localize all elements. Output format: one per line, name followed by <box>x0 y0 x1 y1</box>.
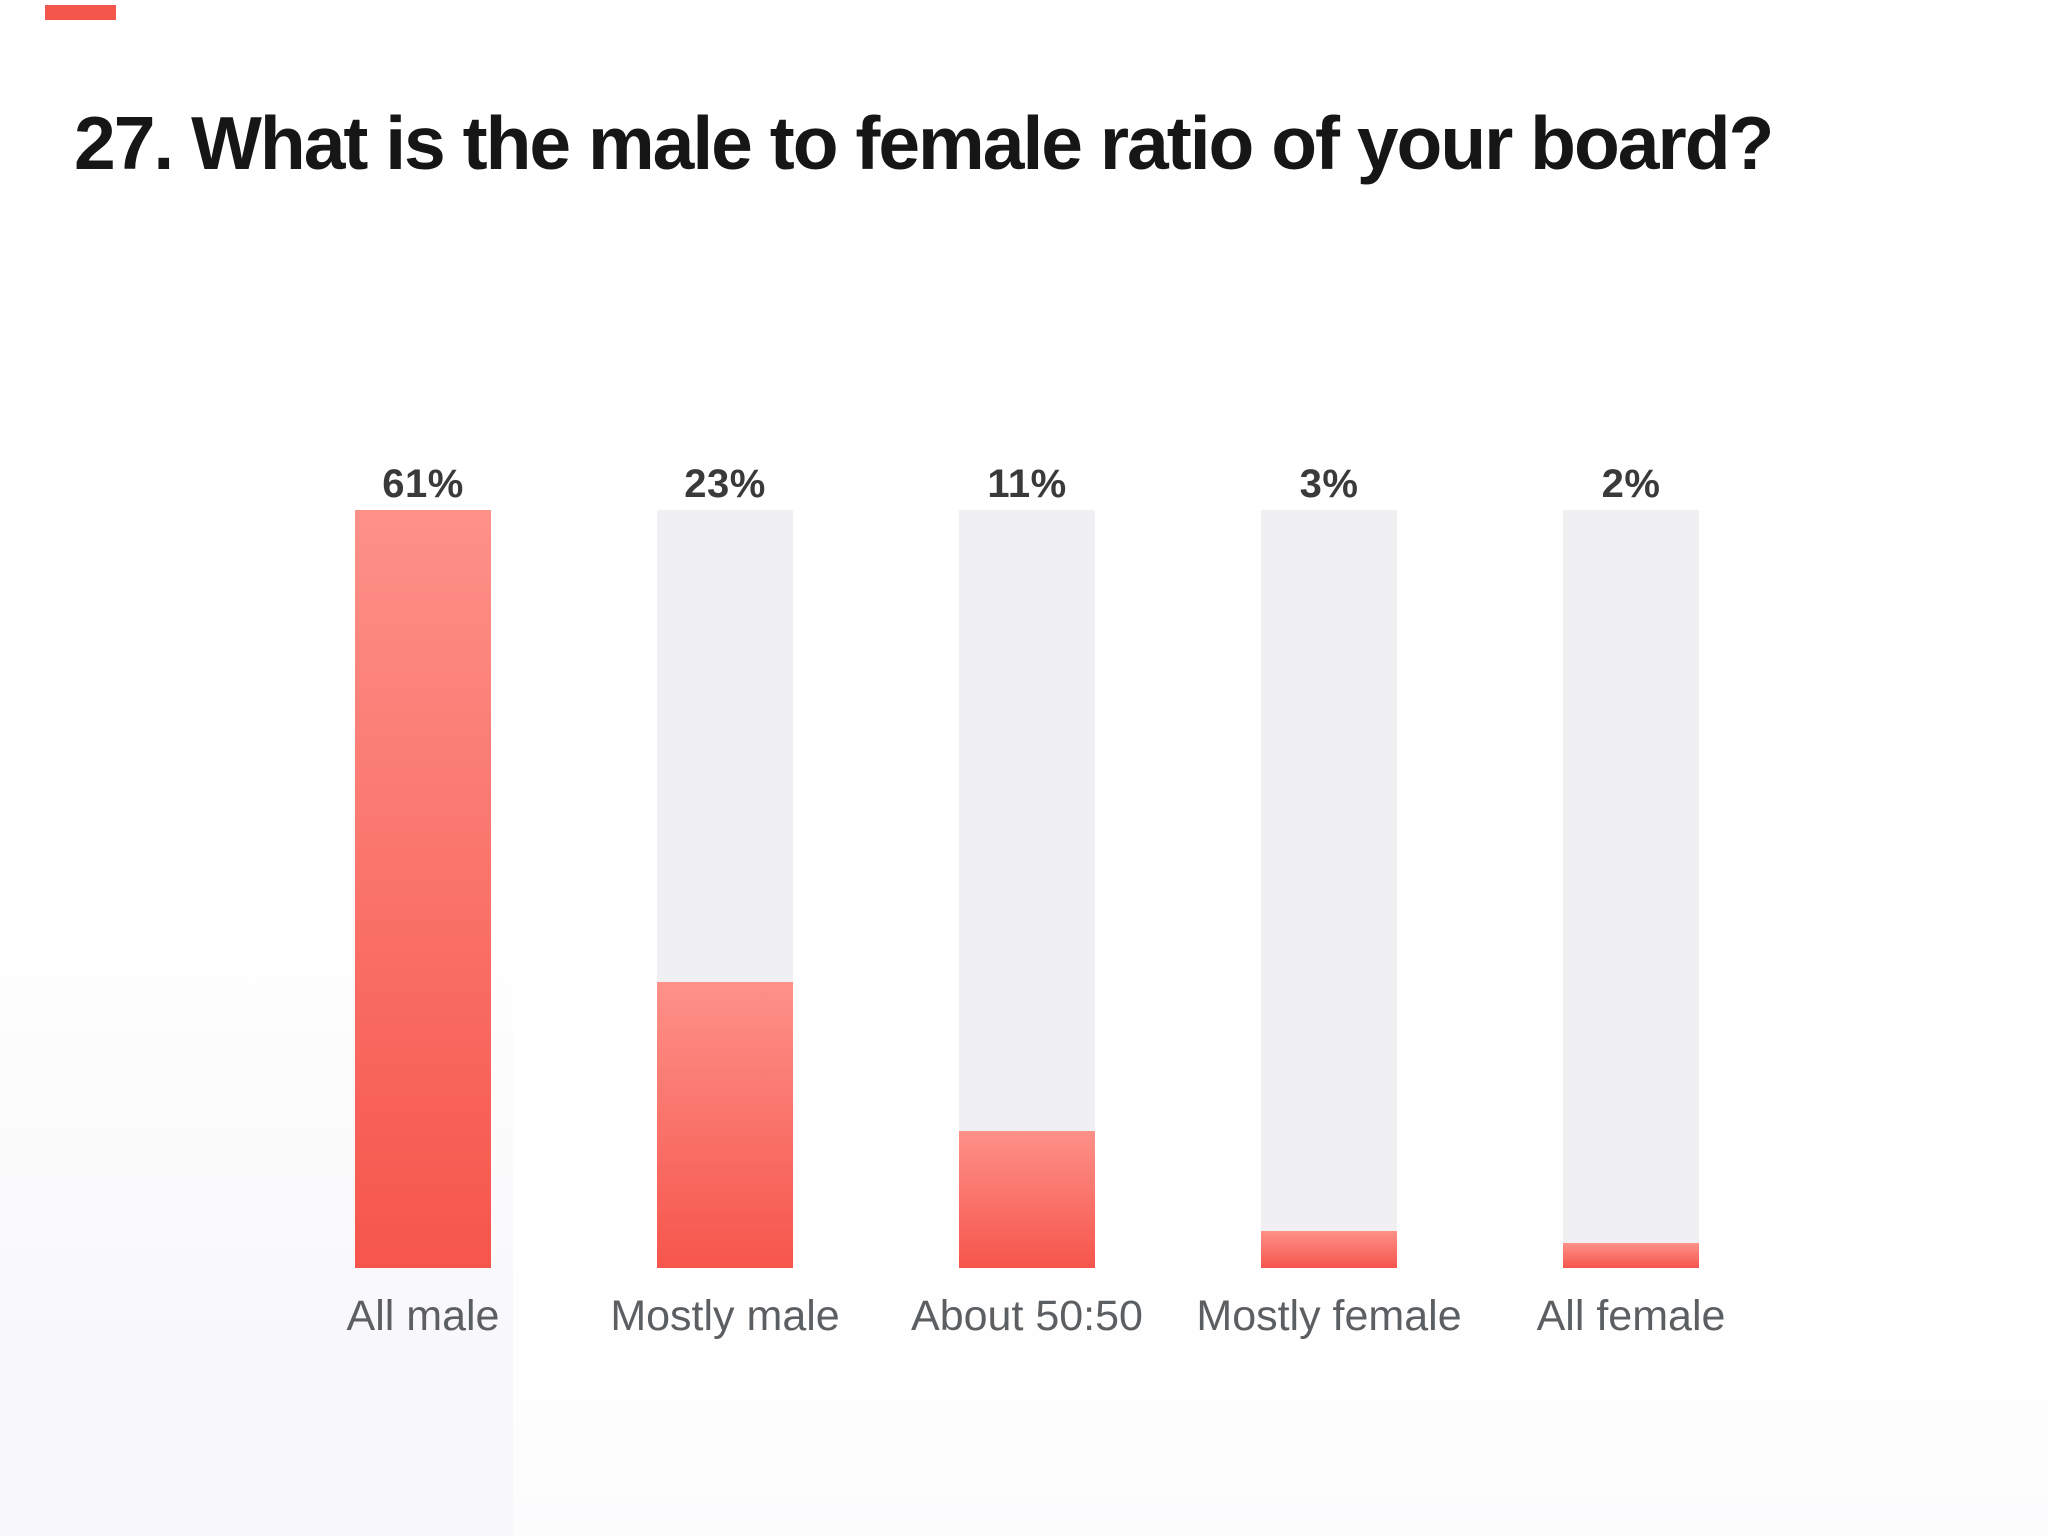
bar-column: 61% All male <box>347 462 500 1338</box>
bar-fill <box>959 1131 1095 1268</box>
corner-accent-mark <box>45 5 116 20</box>
category-label: All female <box>1536 1292 1726 1340</box>
bar-track <box>1261 510 1397 1268</box>
bar-chart: 61% All male 23% Mostly male 11% About 50:50 3… <box>347 462 1726 1338</box>
value-label: 11% <box>987 462 1067 506</box>
category-label: All male <box>346 1292 500 1340</box>
bar-track <box>959 510 1095 1268</box>
bar-track <box>355 510 491 1268</box>
bar-column: 3% Mostly female <box>1196 462 1461 1338</box>
bar-column: 23% Mostly male <box>610 462 839 1338</box>
category-label: About 50:50 <box>911 1292 1143 1340</box>
category-label: Mostly male <box>610 1292 840 1340</box>
value-label: 23% <box>684 462 766 506</box>
bar-track <box>657 510 793 1268</box>
bar-fill <box>1261 1230 1397 1268</box>
chart-title: 27. What is the male to female ratio of … <box>74 101 1774 186</box>
value-label: 3% <box>1299 462 1359 506</box>
bar-fill <box>1563 1243 1699 1268</box>
bar-track <box>1563 510 1699 1268</box>
bar-fill <box>657 982 793 1268</box>
bar-column: 2% All female <box>1537 462 1726 1338</box>
bar-fill <box>355 510 491 1268</box>
bar-column: 11% About 50:50 <box>911 462 1143 1338</box>
value-label: 61% <box>382 462 464 506</box>
category-label: Mostly female <box>1196 1292 1462 1340</box>
value-label: 2% <box>1601 462 1661 506</box>
